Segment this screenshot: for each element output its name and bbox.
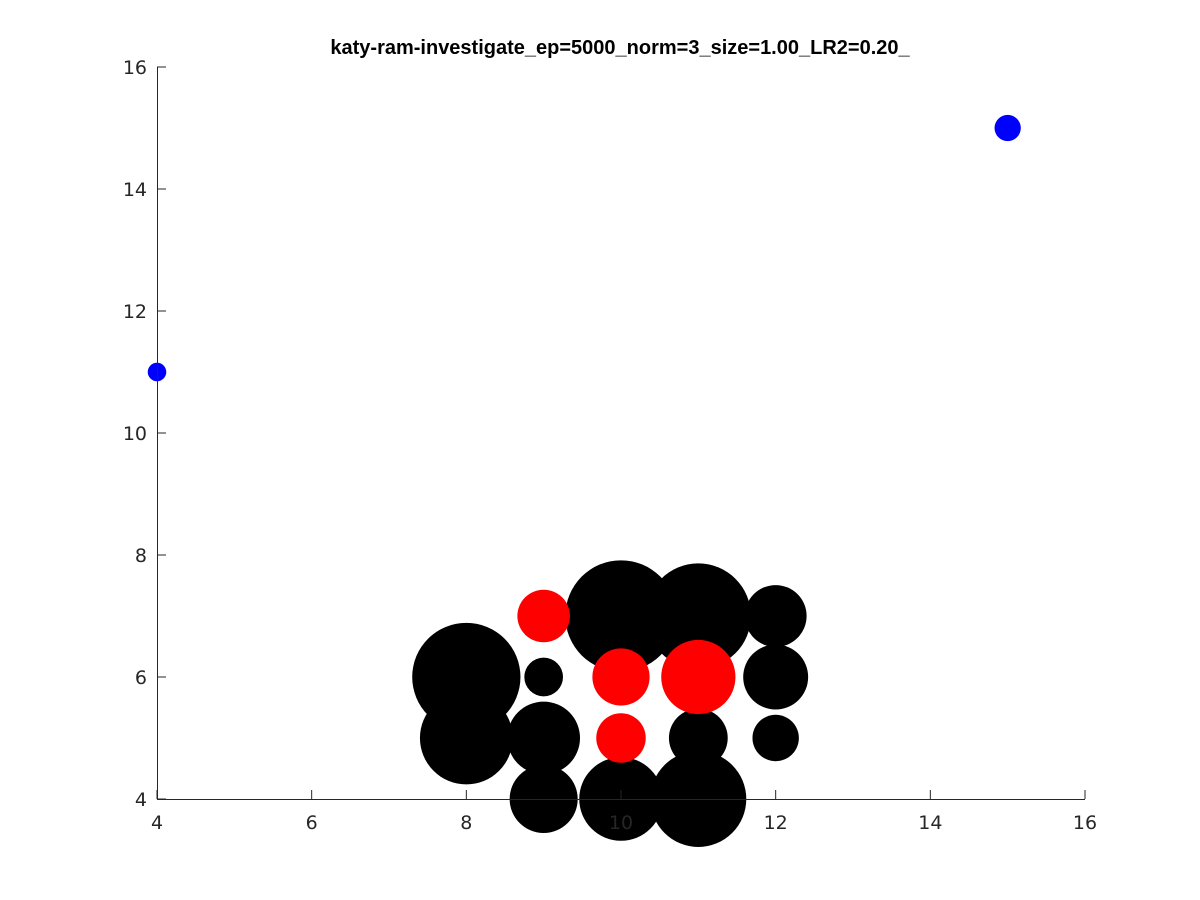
black-point-9-6 <box>524 657 564 697</box>
black-point-10-7 <box>565 560 677 672</box>
x-tick-label: 6 <box>306 812 318 834</box>
red-point-11-6 <box>661 639 736 715</box>
black-point-9-5 <box>507 701 581 775</box>
black-point-11-5 <box>668 708 728 768</box>
black-point-8-5 <box>419 691 513 785</box>
x-tick-label: 16 <box>1073 812 1097 834</box>
y-tick-label: 6 <box>135 667 147 689</box>
black-point-12-6 <box>743 644 809 710</box>
blue-point-15-15 <box>994 114 1021 142</box>
x-tick-label: 14 <box>918 812 942 834</box>
chart-marks <box>147 114 1021 847</box>
black-point-11-7 <box>645 563 751 669</box>
x-tick-label: 10 <box>609 812 633 834</box>
y-tick-label: 10 <box>123 423 147 445</box>
y-tick-label: 14 <box>123 179 147 201</box>
black-point-12-7 <box>744 585 807 647</box>
x-tick-label: 12 <box>764 812 788 834</box>
red-point-10-6 <box>592 648 650 706</box>
red-point-10-5 <box>596 713 646 763</box>
black-point-12-5 <box>752 714 799 762</box>
x-tick-label: 8 <box>460 812 472 834</box>
red-point-9-7 <box>517 589 570 643</box>
chart-title: katy-ram-investigate_ep=5000_norm=3_size… <box>330 37 910 59</box>
chart-ticks: 4 6 8 10 12 14 16 4 6 8 10 12 14 16 <box>123 57 1097 834</box>
x-tick-label: 4 <box>151 812 163 834</box>
y-tick-label: 4 <box>135 789 147 811</box>
y-tick-label: 16 <box>123 57 147 79</box>
y-tick-label: 8 <box>135 545 147 567</box>
y-tick-label: 12 <box>123 301 147 323</box>
